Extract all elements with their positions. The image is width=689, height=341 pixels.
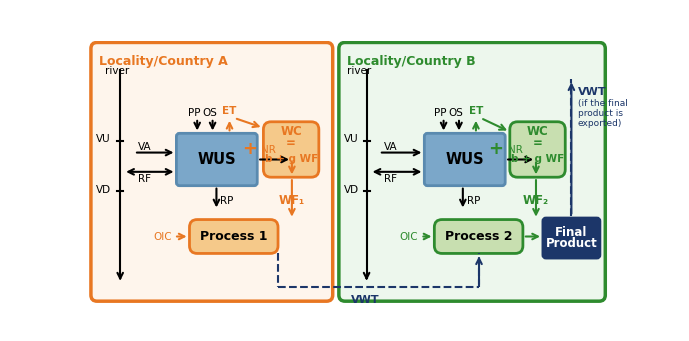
Text: WF₁: WF₁: [279, 194, 305, 207]
Text: WUS: WUS: [446, 152, 484, 167]
FancyBboxPatch shape: [434, 220, 523, 253]
FancyBboxPatch shape: [339, 43, 606, 301]
Text: VA: VA: [138, 142, 152, 152]
Text: WC: WC: [280, 125, 302, 138]
Text: Process 1: Process 1: [200, 230, 267, 243]
Text: Final: Final: [555, 226, 588, 239]
Text: PP: PP: [188, 108, 200, 118]
Text: OIC: OIC: [400, 232, 418, 241]
FancyBboxPatch shape: [189, 220, 278, 253]
Text: b + g WF: b + g WF: [265, 154, 318, 164]
Text: VWT: VWT: [351, 295, 380, 305]
Text: RP: RP: [466, 196, 480, 206]
Text: VD: VD: [344, 184, 360, 194]
Text: VWT: VWT: [577, 87, 606, 97]
Text: river: river: [105, 65, 129, 76]
FancyBboxPatch shape: [510, 122, 565, 177]
Text: VD: VD: [96, 184, 111, 194]
FancyBboxPatch shape: [263, 122, 319, 177]
Text: RF: RF: [138, 174, 151, 184]
FancyBboxPatch shape: [91, 43, 333, 301]
Text: PP: PP: [434, 108, 446, 118]
FancyBboxPatch shape: [176, 133, 257, 186]
Text: WC: WC: [526, 125, 548, 138]
Text: Locality/Country B: Locality/Country B: [347, 55, 475, 68]
FancyBboxPatch shape: [424, 133, 505, 186]
Text: OS: OS: [449, 108, 463, 118]
FancyBboxPatch shape: [543, 218, 600, 258]
Text: ET: ET: [469, 106, 483, 116]
Text: VU: VU: [96, 134, 110, 145]
Text: =: =: [286, 137, 296, 150]
Text: Locality/Country A: Locality/Country A: [99, 55, 227, 68]
Text: +: +: [242, 140, 257, 158]
Text: ET: ET: [223, 106, 237, 116]
Text: exported): exported): [577, 119, 622, 128]
Text: Process 2: Process 2: [445, 230, 513, 243]
Text: product is: product is: [577, 109, 623, 118]
Text: NR: NR: [261, 145, 276, 155]
Text: NR: NR: [508, 145, 523, 155]
Text: WF₂: WF₂: [523, 194, 549, 207]
Text: =: =: [533, 137, 542, 150]
Text: WUS: WUS: [198, 152, 236, 167]
Text: VU: VU: [344, 134, 359, 145]
Text: VA: VA: [384, 142, 398, 152]
Text: RF: RF: [384, 174, 398, 184]
Text: +: +: [489, 140, 504, 158]
Text: OS: OS: [202, 108, 217, 118]
Text: b + g WF: b + g WF: [511, 154, 564, 164]
Text: river: river: [347, 65, 371, 76]
Text: Product: Product: [546, 237, 597, 250]
Text: RP: RP: [220, 196, 234, 206]
Text: (if the final: (if the final: [577, 99, 628, 108]
Text: OIC: OIC: [153, 232, 172, 241]
